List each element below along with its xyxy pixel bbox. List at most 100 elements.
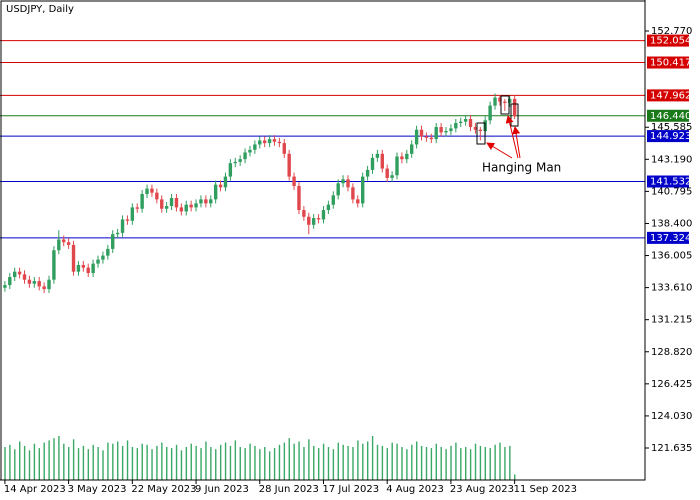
candle-body (400, 156, 404, 160)
candle-body (130, 207, 135, 221)
volume-bar (195, 445, 197, 480)
annotation-arrow (512, 126, 521, 159)
volume-bar (38, 448, 41, 480)
x-tick-label: 14 Apr 2023 (4, 484, 66, 495)
candle-body (498, 97, 502, 102)
plot-area (0, 40, 645, 480)
level-label-box (647, 89, 689, 102)
candle-body (42, 286, 46, 290)
volume-bar (219, 444, 222, 480)
level-label-box (647, 34, 689, 47)
x-tick-label: 23 Aug 2023 (450, 484, 514, 495)
volume-bar (58, 436, 60, 480)
volume-bar (342, 444, 344, 480)
candle-body (302, 210, 306, 217)
x-tick-label: 9 Jun 2023 (195, 484, 249, 495)
level-label: 146.440 (650, 111, 691, 122)
y-tick-label: 136.005 (651, 251, 692, 262)
candle-body (429, 137, 434, 140)
candle-body (449, 128, 453, 132)
volume-bar (224, 442, 227, 480)
volume-bar (4, 447, 6, 480)
candle-body (189, 204, 193, 208)
x-tick-label: 22 May 2023 (131, 484, 196, 495)
candle-body (419, 129, 424, 137)
candle-body (454, 123, 458, 129)
volume-bar (455, 442, 457, 480)
volume-bar (28, 450, 31, 480)
volume-bar (416, 441, 418, 480)
candle-body (512, 98, 517, 117)
volume-bar (484, 447, 487, 480)
volume-bar (229, 445, 232, 480)
volume-bar (97, 447, 99, 480)
volume-bar (23, 445, 26, 480)
volume-bar (117, 441, 119, 480)
volume-bar (425, 447, 428, 480)
volume-bar (293, 443, 295, 480)
candle-body (155, 192, 159, 200)
volume-bar (469, 449, 472, 480)
pattern-box (510, 103, 519, 127)
candle-body (71, 244, 76, 272)
level-label-box (647, 231, 689, 244)
volume-bar (327, 447, 330, 480)
pattern-box (500, 95, 510, 115)
volume-bar (82, 445, 85, 480)
candle-body (282, 143, 286, 154)
candle-body (434, 127, 438, 140)
volume-bar (239, 447, 241, 480)
volume-bar (420, 445, 423, 480)
volume-bar (146, 444, 148, 480)
volume-bar (151, 449, 153, 480)
volume-bar (278, 444, 281, 480)
candle-body (184, 204, 188, 212)
x-tick-label: 11 Sep 2023 (514, 484, 577, 495)
y-tick-label: 138.400 (651, 218, 692, 229)
candle-body (267, 139, 272, 144)
candle-body (22, 274, 27, 280)
volume-bar (215, 449, 217, 480)
volume-bar (406, 449, 408, 480)
candle-body (414, 129, 419, 145)
y-tick-label: 152.770 (651, 26, 692, 37)
candle-body (316, 218, 321, 220)
candle-body (76, 264, 81, 272)
volume-bar (175, 444, 178, 480)
candle-body (258, 140, 262, 145)
volume-bar (445, 449, 447, 480)
volume-bar (200, 448, 202, 480)
pattern-box (476, 122, 486, 145)
candle-body (346, 179, 350, 188)
volume-bar (357, 440, 359, 480)
candle-body (307, 216, 311, 225)
candle-body (233, 161, 237, 164)
volume-bar (273, 448, 276, 480)
volume-bar (509, 445, 511, 480)
volume-bar (19, 441, 21, 480)
volume-bar (112, 443, 114, 480)
candle-body (360, 176, 365, 204)
candle-body (57, 239, 61, 251)
volume-bar (72, 439, 75, 480)
volume-bar (396, 443, 398, 480)
level-label-box (647, 130, 689, 143)
volume-bar (166, 447, 168, 480)
volume-bar (63, 443, 65, 480)
candle-body (135, 207, 139, 209)
volume-bar (264, 447, 266, 480)
candle-body (47, 279, 51, 290)
candle-body (213, 184, 218, 200)
candle-body (287, 153, 291, 177)
volume-bar (440, 447, 442, 480)
annotation-arrow (505, 115, 519, 159)
volume-bar (234, 440, 237, 480)
y-tick-label: 128.820 (651, 347, 692, 358)
volume-bar (14, 449, 16, 480)
volume-bar (430, 448, 433, 480)
candle-body (52, 250, 56, 280)
candle-body (96, 259, 100, 264)
candle-body (27, 279, 32, 284)
